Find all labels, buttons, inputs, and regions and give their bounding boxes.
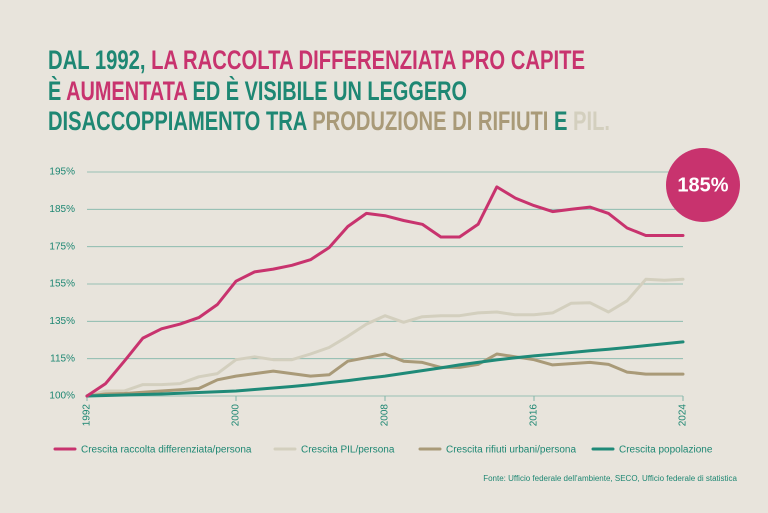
x-tick-label: 1992 — [82, 404, 93, 427]
legend-label: Crescita popolazione — [619, 445, 713, 456]
y-tick-label: 100% — [49, 391, 75, 402]
annotation-text: 185% — [677, 174, 728, 196]
title-line: È AUMENTATA ED È VISIBILE UN LEGGERO — [48, 75, 467, 106]
y-tick-label: 115% — [50, 353, 75, 364]
annotation-badge — [666, 148, 740, 222]
plot: 100% 115% 135% 155% 175% 185% 195% 1992 2000 2008… — [49, 167, 688, 427]
title-segment: DISACCOPPIAMENTO TRA — [48, 106, 312, 136]
series-line — [85, 185, 685, 398]
title: DAL 1992, LA RACCOLTA DIFFERENZIATA PRO … — [48, 45, 610, 136]
title-segment: È — [48, 75, 66, 106]
y-tick-label: 135% — [49, 316, 75, 327]
legend-label: Crescita raccolta differenziata/persona — [81, 445, 252, 456]
series-line — [85, 340, 685, 398]
x-tick-label: 2000 — [231, 404, 242, 427]
title-segment: DAL 1992, — [48, 45, 151, 75]
y-tick-label: 185% — [49, 204, 75, 215]
title-line: DISACCOPPIAMENTO TRA PRODUZIONE DI RIFIU… — [48, 106, 610, 136]
title-line: DAL 1992, LA RACCOLTA DIFFERENZIATA PRO … — [48, 45, 585, 75]
source: Fonte: Ufficio federale dell'ambiente, S… — [483, 474, 737, 483]
title-segment: E — [548, 106, 573, 136]
y-tick-label: 155% — [49, 279, 75, 290]
legend-label: Crescita PIL/persona — [301, 445, 395, 456]
y-tick-label: 175% — [49, 241, 75, 252]
y-tick-label: 195% — [49, 167, 75, 178]
legend-label: Crescita rifiuti urbani/persona — [446, 445, 576, 456]
title-segment: ED È VISIBILE UN LEGGERO — [187, 75, 467, 106]
title-segment: PRODUZIONE DI RIFIUTI — [312, 106, 548, 136]
legend: Crescita raccolta differenziata/persona C… — [53, 445, 713, 456]
x-tick-label: 2008 — [380, 404, 391, 427]
x-tick-label: 2024 — [678, 404, 689, 427]
title-segment: LA RACCOLTA DIFFERENZIATA PRO CAPITE — [151, 45, 585, 75]
title-segment: AUMENTATA — [66, 76, 187, 106]
series-line — [85, 277, 685, 398]
series-line — [85, 352, 685, 398]
x-tick-label: 2016 — [529, 404, 540, 427]
title-segment: PIL. — [573, 106, 610, 136]
